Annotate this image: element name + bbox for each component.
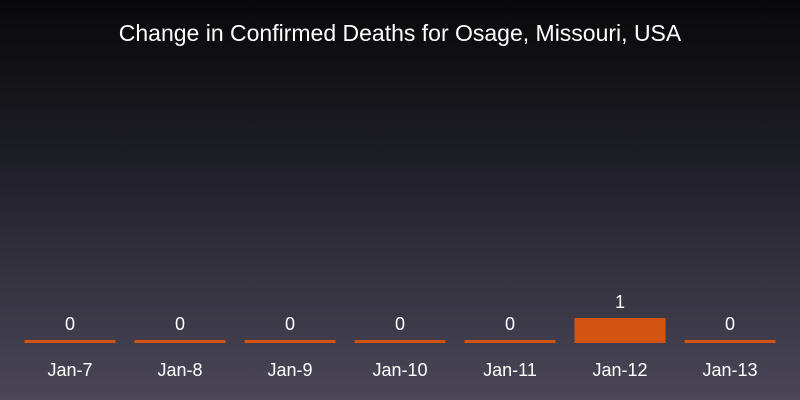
x-tick-label-jan-8: Jan-8: [157, 360, 202, 380]
value-label-jan-7: 0: [65, 314, 75, 334]
value-label-jan-8: 0: [175, 314, 185, 334]
bar-jan-7: [24, 340, 116, 343]
bar-jan-13: [684, 340, 776, 343]
bar-jan-9: [244, 340, 336, 343]
x-axis-tick-labels: Jan-7 Jan-8 Jan-9 Jan-10 Jan-11 Jan-12 Jan-13: [47, 360, 757, 380]
value-label-jan-11: 0: [505, 314, 515, 334]
value-label-jan-12: 1: [615, 292, 625, 312]
bar-jan-10: [354, 340, 446, 343]
chart-title: Change in Confirmed Deaths for Osage, Mi…: [118, 20, 682, 46]
x-tick-label-jan-7: Jan-7: [47, 360, 92, 380]
x-tick-label-jan-13: Jan-13: [702, 360, 757, 380]
bars-group: [24, 318, 776, 343]
value-label-jan-13: 0: [725, 314, 735, 334]
bar-jan-12: [574, 318, 666, 343]
x-tick-label-jan-12: Jan-12: [592, 360, 647, 380]
x-tick-label-jan-9: Jan-9: [267, 360, 312, 380]
value-label-jan-9: 0: [285, 314, 295, 334]
value-label-jan-10: 0: [395, 314, 405, 334]
value-labels-group: 0 0 0 0 0 1 0: [65, 292, 735, 334]
x-tick-label-jan-11: Jan-11: [483, 360, 537, 380]
x-tick-label-jan-10: Jan-10: [372, 360, 427, 380]
bar-jan-11: [464, 340, 556, 343]
bar-jan-8: [134, 340, 226, 343]
